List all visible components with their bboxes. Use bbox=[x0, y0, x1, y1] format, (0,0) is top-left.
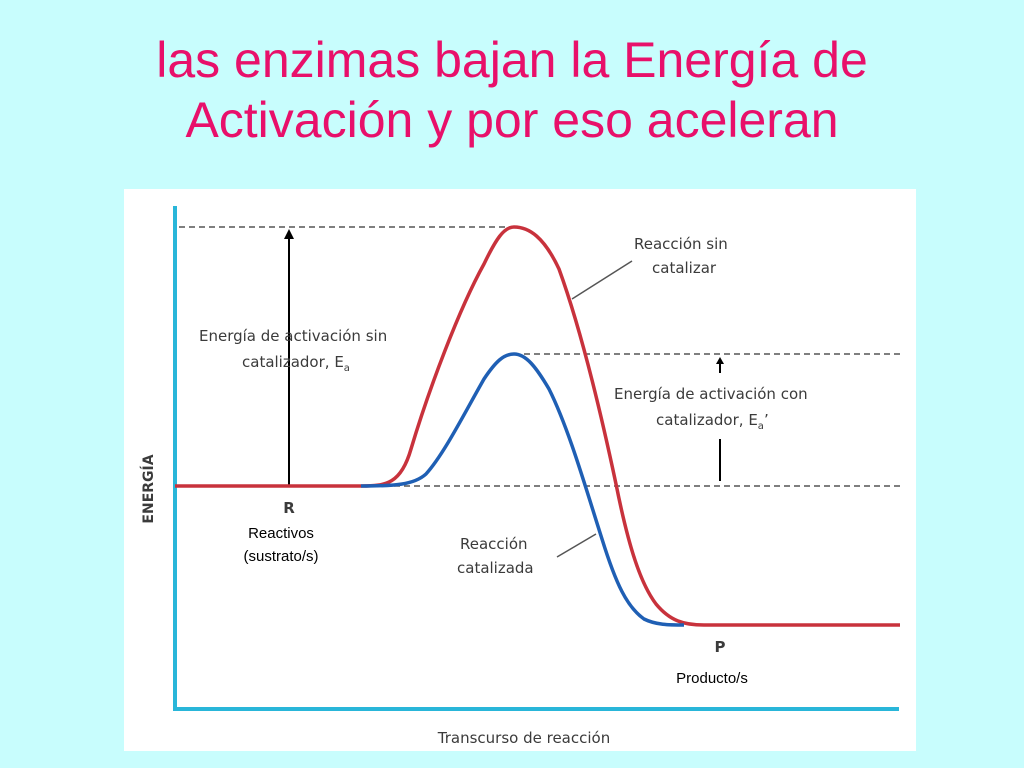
product-label: Producto/s bbox=[676, 670, 748, 687]
ea-uncatalyzed-label-line-2: catalizador, Ea bbox=[242, 353, 350, 374]
uncatalyzed-leader-line bbox=[571, 260, 633, 300]
uncatalyzed-label-line-2: catalizar bbox=[652, 259, 717, 277]
catalyzed-label-line-2: catalizada bbox=[457, 559, 534, 577]
reactant-label-line-2: (sustrato/s) bbox=[243, 548, 318, 565]
uncatalyzed-reaction-curve bbox=[175, 225, 900, 627]
ea-catalyzed-label-line-1: Energía de activación con bbox=[614, 385, 808, 403]
energy-diagram: ENERGÍA Transcurso de reacción R Reactiv… bbox=[140, 206, 900, 747]
ea-uncatalyzed-label-line-1: Energía de activación sin bbox=[199, 327, 387, 345]
reactant-label-line-1: Reactivos bbox=[248, 525, 314, 542]
slide-title-line-1: las enzimas bajan la Energía de bbox=[156, 32, 868, 88]
slide-title: las enzimas bajan la Energía de Activaci… bbox=[0, 30, 1024, 150]
slide-title-line-2: Activación y por eso aceleran bbox=[185, 92, 839, 148]
catalyzed-leader-line bbox=[556, 533, 597, 558]
catalyzed-label-line-1: Reacción bbox=[460, 535, 528, 553]
product-marker: P bbox=[715, 638, 726, 656]
uncatalyzed-label-line-1: Reacción sin bbox=[634, 235, 728, 253]
ea-catalyzed-label-line-2: catalizador, Ea’ bbox=[656, 411, 769, 432]
reactant-marker: R bbox=[283, 499, 295, 517]
ea-catalyzed-arrowhead bbox=[716, 357, 724, 364]
y-axis-label: ENERGÍA bbox=[140, 454, 157, 523]
x-axis-label: Transcurso de reacción bbox=[437, 729, 610, 747]
ea-uncatalyzed-arrowhead bbox=[284, 229, 294, 239]
diagram-panel: ENERGÍA Transcurso de reacción R Reactiv… bbox=[124, 189, 916, 751]
catalyzed-reaction-curve bbox=[360, 352, 685, 627]
